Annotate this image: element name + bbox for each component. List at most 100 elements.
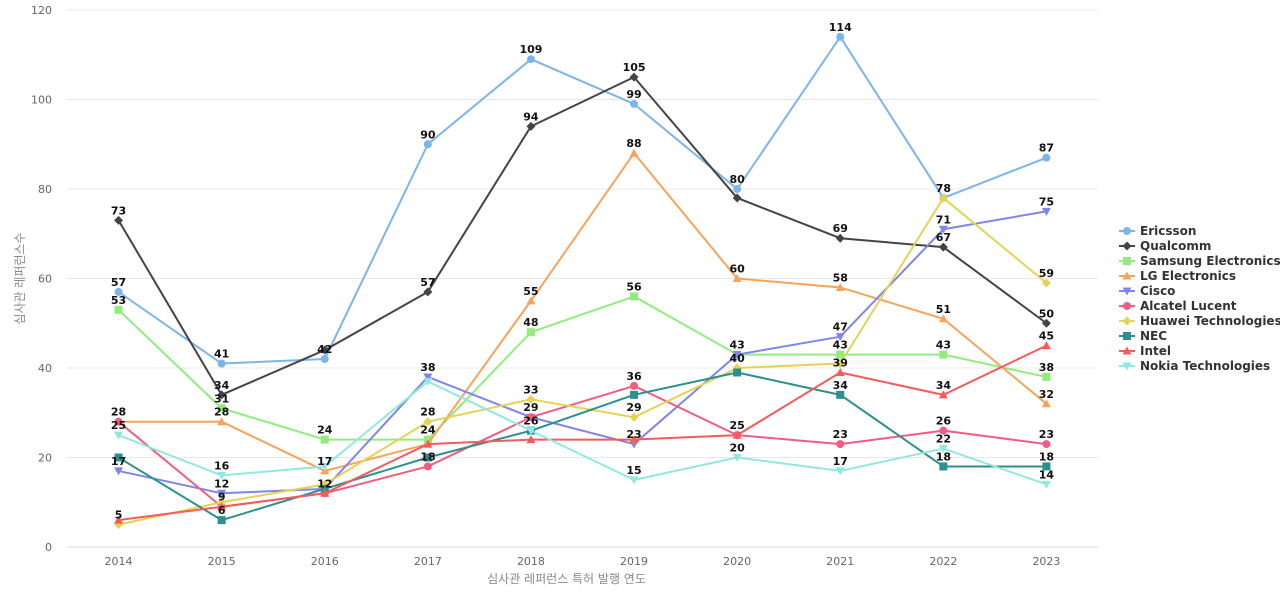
data-point [835, 467, 845, 476]
legend-item-huawei-technologies[interactable]: Huawei Technologies [1119, 314, 1280, 328]
data-label: 24 [317, 424, 333, 437]
data-label: 17 [317, 455, 332, 468]
data-point [114, 467, 124, 476]
axis-layer: 심사관 레퍼런스 특허 발행 연도 심사관 레퍼런스수 0 20 40 60 80 100… [13, 4, 1098, 586]
data-point [320, 462, 330, 471]
data-label: 23 [1039, 428, 1054, 441]
data-label: 29 [523, 401, 538, 414]
data-label: 41 [214, 348, 229, 361]
data-label: 36 [626, 370, 642, 383]
data-point [526, 394, 536, 404]
x-tick-label: 2014 [105, 555, 133, 568]
data-label: 28 [420, 406, 435, 419]
data-label: 90 [420, 128, 436, 141]
data-label: 17 [833, 455, 848, 468]
series-intel [114, 341, 1051, 524]
data-point [423, 140, 432, 149]
data-point [733, 368, 742, 377]
data-label: 59 [1039, 267, 1054, 280]
data-label: 114 [829, 21, 852, 34]
data-point [526, 296, 536, 305]
legend-item-intel[interactable]: Intel [1119, 344, 1171, 358]
data-label: 12 [214, 477, 229, 490]
y-tick-label: 60 [38, 273, 52, 286]
data-label: 16 [214, 459, 230, 472]
legend-label: Ericsson [1140, 224, 1196, 238]
series-lg-electronics [114, 148, 1051, 475]
legend-item-lg-electronics[interactable]: LG Electronics [1119, 269, 1236, 283]
data-point [1041, 207, 1051, 216]
data-label: 25 [729, 419, 744, 432]
data-point [114, 431, 124, 440]
legend-item-alcatel-lucent[interactable]: Alcatel Lucent [1119, 299, 1237, 313]
legend-marker [1122, 346, 1132, 355]
data-point [630, 390, 639, 399]
data-point [217, 502, 227, 511]
data-label: 43 [936, 339, 951, 352]
data-label: 38 [1039, 361, 1054, 374]
data-label: 67 [936, 231, 951, 244]
series-line-nokia-technologies [118, 380, 1047, 486]
x-tick-label: 2017 [414, 555, 442, 568]
data-point [629, 148, 639, 157]
data-label: 42 [317, 343, 332, 356]
data-label: 78 [936, 182, 951, 195]
legend-label: Alcatel Lucent [1140, 299, 1237, 313]
data-point [526, 328, 535, 337]
data-point [629, 476, 639, 485]
data-point [217, 417, 227, 426]
data-label: 38 [420, 361, 435, 374]
data-label: 33 [523, 383, 538, 396]
data-point [732, 274, 742, 282]
data-label: 57 [111, 276, 126, 289]
series-huawei-technologies [114, 193, 1051, 530]
legend-label: Nokia Technologies [1140, 359, 1270, 373]
legend-item-cisco[interactable]: Cisco [1119, 284, 1175, 298]
data-point [217, 471, 227, 480]
legend-item-qualcomm[interactable]: Qualcomm [1119, 239, 1211, 253]
data-point [423, 287, 433, 297]
data-point [630, 292, 639, 301]
data-point [835, 233, 845, 243]
data-label: 105 [623, 61, 646, 74]
data-point [939, 462, 948, 471]
data-label: 34 [936, 379, 952, 392]
data-point [114, 515, 124, 524]
legend-item-samsung-electronics[interactable]: Samsung Electronics [1119, 254, 1280, 268]
data-point [629, 72, 639, 82]
series-line-qualcomm [117, 76, 1048, 396]
data-point [423, 439, 433, 448]
legend-label: Intel [1140, 344, 1171, 358]
legend-item-ericsson[interactable]: Ericsson [1119, 224, 1196, 238]
data-point [836, 390, 845, 399]
y-tick-label: 80 [38, 183, 52, 196]
data-point [835, 282, 845, 291]
x-tick-label: 2019 [620, 555, 648, 568]
data-label: 23 [833, 428, 848, 441]
legend-item-nokia-technologies[interactable]: Nokia Technologies [1119, 359, 1270, 373]
data-point [939, 350, 948, 359]
legend-marker [1122, 287, 1132, 296]
data-point [1041, 278, 1051, 288]
y-tick-label: 20 [38, 452, 52, 465]
data-point [938, 445, 948, 454]
data-point [630, 381, 639, 390]
series-nokia-technologies [114, 377, 1051, 489]
legend-marker [1123, 302, 1131, 310]
data-label: 51 [936, 303, 951, 316]
data-label: 26 [936, 415, 952, 428]
legend-marker [1122, 362, 1132, 371]
data-point [423, 417, 433, 427]
data-label: 43 [833, 339, 848, 352]
series-qualcomm [114, 72, 1051, 400]
series-line-ericsson [117, 35, 1047, 365]
legend-item-nec[interactable]: NEC [1119, 329, 1167, 343]
data-label: 87 [1039, 142, 1054, 155]
series-nec [114, 368, 1051, 525]
data-point [320, 488, 330, 497]
legend-marker [1123, 332, 1131, 340]
series-line-alcatel-lucent [117, 384, 1047, 508]
data-label: 31 [214, 392, 229, 405]
data-point [732, 454, 742, 462]
